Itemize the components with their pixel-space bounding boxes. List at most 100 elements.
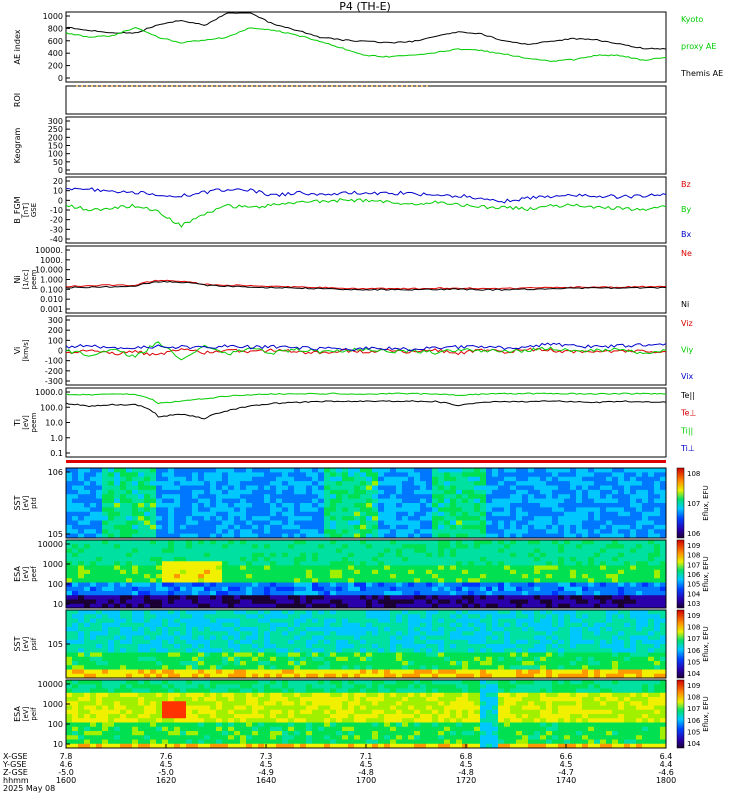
spectrogram-cell xyxy=(108,548,115,554)
spectrogram-cell xyxy=(72,599,79,605)
spectrogram-cell xyxy=(480,586,487,592)
y-axis-label: Keogram xyxy=(13,127,22,163)
spectrogram-cell xyxy=(84,586,91,592)
spectrogram-cell xyxy=(378,639,385,645)
y-tick-label: 0.010 xyxy=(40,295,63,304)
spectrogram-cell xyxy=(534,565,541,571)
spectrogram-cell xyxy=(186,520,193,526)
spectrogram-cell xyxy=(318,644,325,649)
spectrogram-cell xyxy=(600,524,607,530)
spectrogram-cell xyxy=(348,533,355,539)
spectrogram-cell xyxy=(150,524,157,530)
spectrogram-cell xyxy=(168,603,175,609)
spectrogram-cell xyxy=(582,524,589,530)
spectrogram-cell xyxy=(186,586,193,592)
spectrogram-cell xyxy=(546,498,553,504)
spectrogram-cell xyxy=(348,540,355,545)
spectrogram-cell xyxy=(438,557,445,562)
spectrogram-cell xyxy=(612,503,619,508)
spectrogram-cell xyxy=(258,610,265,615)
spectrogram-cell xyxy=(552,648,559,653)
spectrogram-cell xyxy=(654,644,661,649)
spectrogram-cell xyxy=(150,591,157,596)
spectrogram-cell xyxy=(564,524,571,530)
spectrogram-cell xyxy=(636,656,643,662)
spectrogram-cell xyxy=(318,561,325,566)
spectrogram-cell xyxy=(258,511,265,517)
spectrogram-cell xyxy=(366,498,373,504)
spectrogram-cell xyxy=(180,656,187,662)
spectrogram-cell xyxy=(234,591,241,596)
spectrogram-cell xyxy=(192,627,199,632)
spectrogram-cell xyxy=(618,561,625,566)
spectrogram-cell xyxy=(228,565,235,571)
spectrogram-cell xyxy=(378,618,385,624)
spectrogram-cell xyxy=(132,644,139,649)
spectrogram-cell xyxy=(618,652,625,658)
spectrogram-cell xyxy=(642,529,649,535)
spectrogram-cell xyxy=(408,552,415,558)
spectrogram-cell xyxy=(102,524,109,530)
spectrogram-cell xyxy=(534,639,541,645)
spectrogram-cell xyxy=(180,673,187,679)
spectrogram-cell xyxy=(438,489,445,495)
spectrogram-cell xyxy=(600,574,607,579)
spectrogram-cell xyxy=(384,673,391,679)
spectrogram-cell xyxy=(534,511,541,517)
spectrogram-cell xyxy=(144,552,151,558)
spectrogram-cell xyxy=(270,639,277,645)
spectrogram-cell xyxy=(174,656,181,662)
spectrogram-cell xyxy=(600,578,607,583)
spectrogram-cell xyxy=(168,561,175,566)
spectrogram-cell xyxy=(462,524,469,530)
spectrogram-cell xyxy=(372,644,379,649)
spectrogram-cell xyxy=(156,618,163,624)
spectrogram-cell xyxy=(618,656,625,662)
spectrogram-cell xyxy=(294,639,301,645)
spectrogram-cell xyxy=(486,524,493,530)
y-axis-label: SST xyxy=(13,495,22,510)
spectrogram-cell xyxy=(348,520,355,526)
spectrogram-cell xyxy=(474,661,481,666)
spectrogram-cell xyxy=(540,557,547,562)
spectrogram-cell xyxy=(108,639,115,645)
spectrogram-cell xyxy=(240,561,247,566)
spectrogram-cell xyxy=(324,639,331,645)
spectrogram-cell xyxy=(528,603,535,609)
spectrogram-cell xyxy=(336,648,343,653)
spectrogram-cell xyxy=(186,652,193,658)
spectrogram-cell xyxy=(492,552,499,558)
spectrogram-cell xyxy=(108,557,115,562)
spectrogram-cell xyxy=(354,610,361,615)
spectrogram-cell xyxy=(408,673,415,679)
spectrogram-cell xyxy=(246,639,253,645)
spectrogram-cell xyxy=(234,586,241,592)
spectrogram-cell xyxy=(234,557,241,562)
spectrogram-cell xyxy=(486,591,493,596)
spectrogram-cell xyxy=(84,692,91,698)
spectrogram-cell xyxy=(330,574,337,579)
spectrogram-cell xyxy=(384,618,391,624)
spectrogram-cell xyxy=(276,544,283,549)
spectrogram-cell xyxy=(516,561,523,566)
spectrogram-cell xyxy=(600,540,607,545)
spectrogram-cell xyxy=(234,524,241,530)
spectrogram-cell xyxy=(468,516,475,521)
spectrogram-cell xyxy=(600,673,607,679)
spectrogram-cell xyxy=(624,557,631,562)
spectrogram-cell xyxy=(318,591,325,596)
spectrogram-cell xyxy=(438,618,445,624)
spectrogram-cell xyxy=(354,468,361,473)
spectrogram-cell xyxy=(258,516,265,521)
spectrogram-cell xyxy=(222,574,229,579)
spectrogram-cell xyxy=(234,494,241,500)
spectrogram-cell xyxy=(390,481,397,486)
spectrogram-cell xyxy=(144,548,151,554)
spectrogram-cell xyxy=(444,485,451,491)
spectrogram-cell xyxy=(660,569,667,575)
spectrogram-cell xyxy=(324,603,331,609)
spectrogram-cell xyxy=(204,648,211,653)
spectrogram-cell xyxy=(396,524,403,530)
spectrogram-cell xyxy=(354,673,361,679)
spectrogram-cell xyxy=(294,644,301,649)
